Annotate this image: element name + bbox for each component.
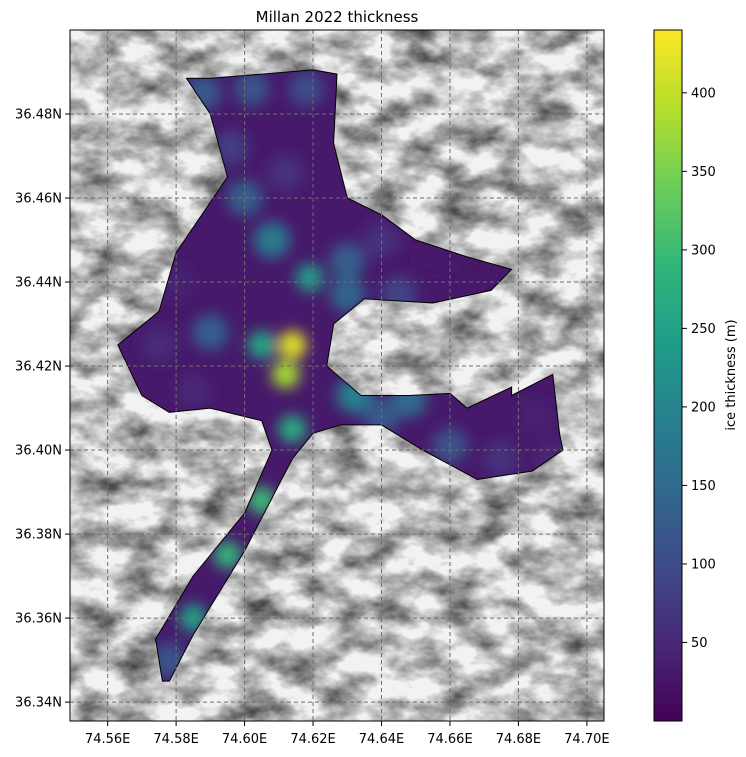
y-tick-label: 36.34N <box>15 696 62 711</box>
x-tick-label: 74.62E <box>290 732 335 747</box>
thickness-cell <box>279 331 307 359</box>
x-tick-label: 74.60E <box>222 732 267 747</box>
chart-title: Millan 2022 thickness <box>256 8 419 26</box>
colorbar-tick-label: 50 <box>691 636 708 651</box>
x-axis: 74.56E 74.58E 74.60E 74.62E 74.64E 74.66E 74.6… <box>85 721 610 747</box>
x-tick-label: 74.56E <box>85 732 130 747</box>
thickness-cell <box>279 415 307 443</box>
colorbar-tick-label: 400 <box>691 86 716 101</box>
thickness-cell <box>141 327 177 363</box>
colorbar-ticks: 50 100 150 200 250 300 350 400 <box>682 86 716 651</box>
plot-area <box>70 30 604 721</box>
colorbar-tick-label: 300 <box>691 243 716 258</box>
thickness-cell <box>288 71 324 107</box>
colorbar-tick-label: 100 <box>691 557 716 572</box>
y-tick-label: 36.38N <box>15 528 62 543</box>
y-axis: 36.34N 36.36N 36.38N 36.40N 36.42N 36.44N 36.4… <box>15 108 70 711</box>
x-tick-label: 74.64E <box>359 732 404 747</box>
x-tick-label: 74.66E <box>427 732 472 747</box>
colorbar-label: ice thickness (m) <box>724 319 739 430</box>
colorbar-tick-label: 150 <box>691 479 716 494</box>
x-tick-label: 74.68E <box>496 732 541 747</box>
thickness-cell <box>175 373 211 409</box>
y-tick-label: 36.42N <box>15 360 62 375</box>
thickness-cell <box>329 243 365 279</box>
y-tick-label: 36.40N <box>15 444 62 459</box>
colorbar <box>654 30 682 721</box>
thickness-cell <box>254 222 290 258</box>
colorbar-tick-label: 350 <box>691 165 716 180</box>
y-tick-label: 36.36N <box>15 612 62 627</box>
thickness-cell <box>296 264 324 292</box>
x-tick-label: 74.58E <box>153 732 198 747</box>
thickness-cell <box>192 314 228 350</box>
x-tick-label: 74.70E <box>564 732 609 747</box>
colorbar-tick-label: 200 <box>691 400 716 415</box>
thickness-cell <box>272 360 300 388</box>
thickness-cell <box>483 441 519 477</box>
thickness-cell <box>268 155 304 191</box>
y-tick-label: 36.44N <box>15 276 62 291</box>
colorbar-tick-label: 250 <box>691 322 716 337</box>
y-tick-label: 36.48N <box>15 108 62 123</box>
y-tick-label: 36.46N <box>15 192 62 207</box>
thickness-cell <box>248 331 276 359</box>
thickness-cell <box>518 399 554 435</box>
